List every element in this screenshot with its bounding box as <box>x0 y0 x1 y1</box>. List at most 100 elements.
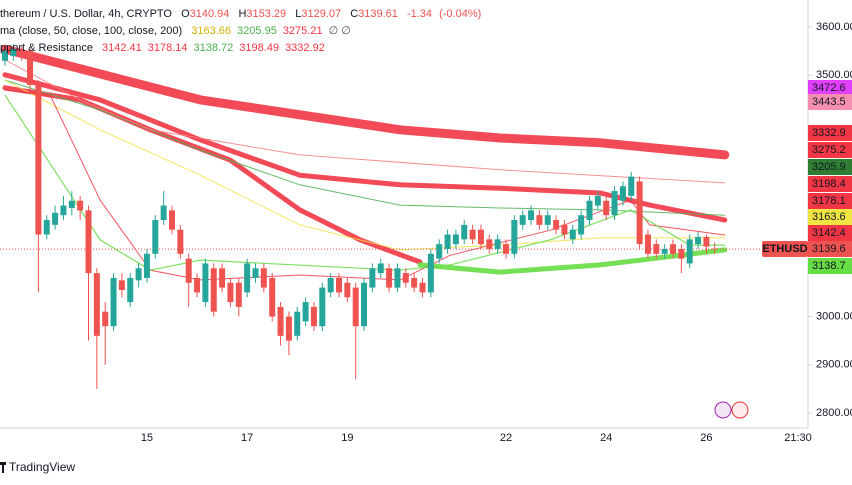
candle-body <box>210 268 217 312</box>
candle-body <box>427 253 434 293</box>
close-value: 3139.61 <box>358 8 398 20</box>
y-tick-label: 2800.00 <box>816 407 852 419</box>
high-prefix: H <box>238 8 246 20</box>
sr-value: 3332.92 <box>285 42 325 54</box>
icons <box>714 401 749 419</box>
candle-body <box>319 287 326 327</box>
candle-body <box>536 215 543 225</box>
sr-value: 3138.72 <box>194 42 234 54</box>
candle-body <box>327 277 334 293</box>
candle-body <box>2 51 8 61</box>
price-label-bg <box>808 176 852 192</box>
candle-body <box>594 195 601 206</box>
candle-body <box>611 191 618 216</box>
price-label-bg <box>808 225 852 241</box>
candle-body <box>260 268 267 288</box>
y-tick-label: 3000.00 <box>816 310 852 322</box>
change-pct: (-0.04%) <box>439 8 481 20</box>
candle-body <box>127 277 134 303</box>
price-label: 3472.6 <box>812 82 846 94</box>
price-label-bg <box>808 241 852 257</box>
candle-body <box>628 176 635 196</box>
open-prefix: O <box>181 8 190 20</box>
axes: 3600.00 3500.00 3000.00 2900.00 2800.00 15 17 1… <box>141 21 852 444</box>
candle-body <box>68 200 75 208</box>
candle-body <box>285 316 292 341</box>
price-label: 3163.6 <box>812 211 846 223</box>
symbol-tag-bg <box>762 241 808 257</box>
candle-body <box>52 212 59 225</box>
candle-body <box>703 236 710 247</box>
candle-body <box>77 200 84 211</box>
open-value: 3140.94 <box>190 8 230 20</box>
candle-body <box>185 258 192 283</box>
tv-logo: TradingView <box>0 460 75 474</box>
ma-value: 3163.66 <box>191 25 231 37</box>
legend-row-2: ma (close, 50, close, 100, close, 200) 3… <box>0 25 351 37</box>
x-end-label: 21:30 <box>784 432 812 444</box>
candle-body <box>85 210 92 274</box>
candle-body <box>377 263 384 274</box>
icon <box>731 401 749 419</box>
price-label-bg <box>808 193 852 209</box>
plot-area <box>0 43 808 389</box>
price-label: 3205.9 <box>812 161 846 173</box>
sr-value: 3198.49 <box>239 42 279 54</box>
candle-body <box>503 244 509 254</box>
footer-brand: TradingView <box>9 460 75 474</box>
candle-body <box>452 234 459 245</box>
indicator-line <box>417 247 728 275</box>
candle-body <box>10 48 17 56</box>
x-tick-label: 17 <box>241 432 253 444</box>
sr-name: pport & Resistance <box>0 42 93 54</box>
low-prefix: L <box>295 8 301 20</box>
candle-body <box>586 200 593 221</box>
candle-body <box>361 282 368 327</box>
candle-body <box>661 248 668 254</box>
candle-body <box>18 51 25 54</box>
candle-body <box>235 282 242 307</box>
candle-body <box>553 220 560 230</box>
candle-body <box>686 239 693 264</box>
candle-body <box>419 282 426 293</box>
candle-body <box>402 273 409 283</box>
icon <box>714 401 732 419</box>
x-tick-label: 24 <box>600 432 612 444</box>
candle-body <box>711 248 718 250</box>
candle-body <box>519 215 526 225</box>
candle-body <box>60 205 67 216</box>
high-value: 3153.29 <box>246 8 286 20</box>
price-label: 3138.7 <box>812 260 846 272</box>
candle-body <box>619 186 626 201</box>
price-label: 3178.1 <box>812 195 846 207</box>
candle-body <box>310 306 317 327</box>
x-tick-label: 22 <box>500 432 512 444</box>
candle-body <box>386 268 393 288</box>
candle-body <box>578 215 585 235</box>
symbol: thereum / U.S. Dollar, 4h, CRYPTO <box>0 8 172 20</box>
x-tick-label: 15 <box>141 432 153 444</box>
candle-body <box>469 229 476 240</box>
price-label: 3142.4 <box>812 227 846 239</box>
ma-extra: ∅ ∅ <box>329 25 351 37</box>
candle-body <box>653 244 660 254</box>
y-tick-label: 3500.00 <box>816 69 852 81</box>
legend-row-3: pport & Resistance 3142.41 3178.14 3138.72… <box>0 42 325 54</box>
candle-body <box>177 229 184 254</box>
indicator-line <box>2 72 728 223</box>
indicator-line <box>4 94 726 271</box>
candle-body <box>336 277 342 293</box>
price-label: 3443.5 <box>812 96 846 108</box>
close-prefix: C <box>350 8 358 20</box>
price-label: 3139.6 <box>812 243 846 255</box>
candle-body <box>252 268 259 278</box>
candle-body <box>102 311 109 327</box>
y-tick-label: 2900.00 <box>816 359 852 371</box>
candle-body <box>160 205 167 221</box>
indicator-line <box>4 59 726 184</box>
price-label: 3198.4 <box>812 178 846 190</box>
candle-body <box>152 220 159 254</box>
candle-body <box>93 273 100 336</box>
price-label-bg <box>808 125 852 141</box>
candle-body <box>35 84 42 235</box>
